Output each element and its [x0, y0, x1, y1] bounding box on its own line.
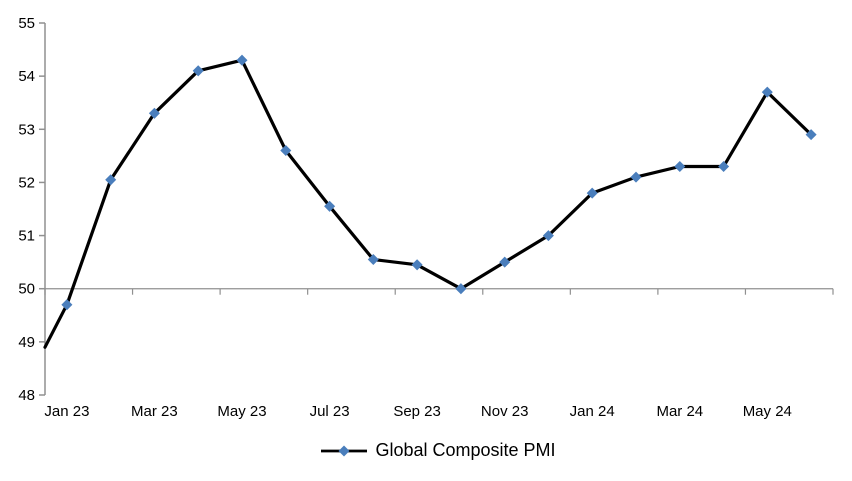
data-point-marker: [61, 299, 73, 311]
data-point-marker: [761, 86, 773, 98]
y-axis-tick-label: 55: [18, 15, 35, 32]
x-axis-tick-label: Jan 24: [570, 403, 615, 420]
data-point-marker: [674, 160, 686, 173]
x-axis-tick-label: May 24: [743, 403, 792, 420]
data-point-marker: [630, 171, 642, 183]
x-axis-tick-label: Jul 23: [310, 403, 350, 420]
data-point-marker: [542, 230, 554, 242]
y-axis-tick-label: 48: [18, 387, 35, 404]
x-axis-tick-label: May 23: [217, 403, 266, 420]
y-axis-tick-label: 50: [18, 281, 35, 298]
y-axis-tick-label: 53: [18, 121, 35, 138]
plot-area: 55 54 53 52 51 50 49 48 Jan 23 Mar 23 May 23 Jul 23…: [18, 15, 834, 420]
y-axis-tick-label: 54: [18, 68, 35, 85]
data-point-marker: [718, 160, 730, 173]
legend-diamond-marker: [338, 444, 350, 457]
x-axis-tick-label: Jan 23: [44, 403, 89, 420]
x-axis-tick-label: Nov 23: [481, 403, 529, 420]
data-point-marker: [586, 187, 598, 199]
y-axis-tick-label: 49: [18, 334, 35, 351]
x-axis-tick-label: Sep 23: [393, 403, 441, 420]
x-axis-tick-label: Mar 23: [131, 403, 178, 420]
y-axis-tick-label: 52: [18, 174, 35, 191]
legend: Global Composite PMI: [12, 440, 852, 461]
data-point-marker: [236, 54, 248, 66]
legend-label: Global Composite PMI: [375, 440, 556, 460]
series-line: [43, 58, 813, 349]
data-point-marker: [805, 129, 817, 141]
y-axis-tick-label: 51: [18, 228, 35, 245]
x-axis-tick-label: Mar 24: [656, 403, 703, 420]
legend-line-marker-icon: [321, 444, 368, 457]
